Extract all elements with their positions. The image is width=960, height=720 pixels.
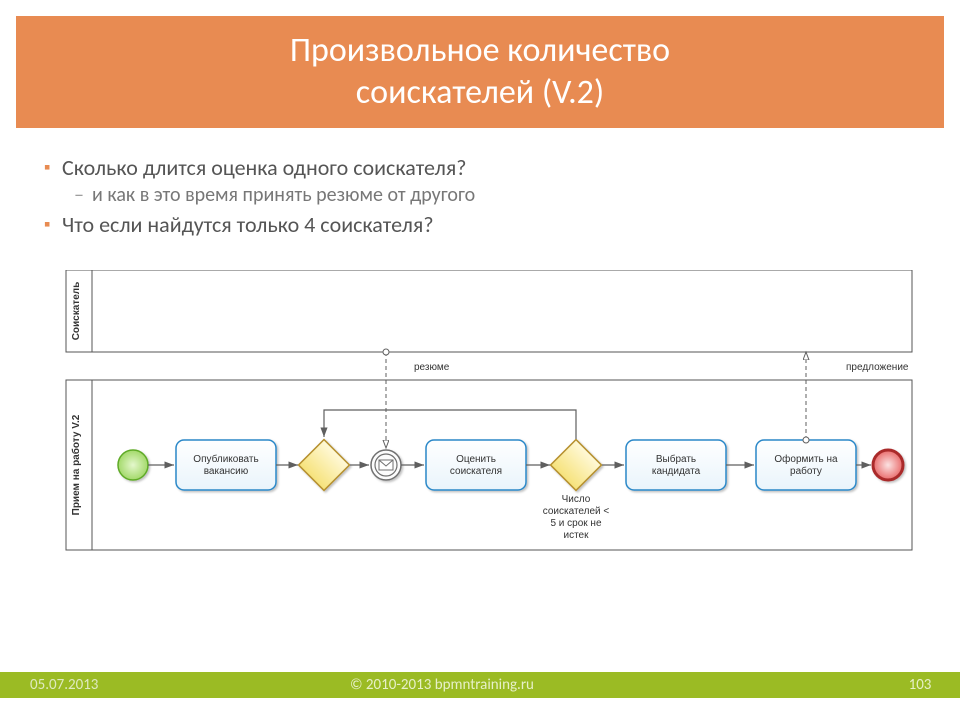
gw-text-l4: истек [564, 530, 590, 541]
gw-text-l1: Число [562, 494, 591, 505]
svg-text:вакансию: вакансию [204, 466, 249, 477]
message-event-resume [371, 450, 401, 480]
body-text: Сколько длится оценка одного соискателя?… [44, 150, 916, 240]
task-evaluate-applicant: Оценить соискателя [426, 440, 526, 490]
gw-text-l3: 5 и срок не [550, 518, 602, 529]
bullet-1: Сколько длится оценка одного соискателя? [44, 154, 916, 181]
msg-label-offer: предложение [846, 362, 909, 373]
task-make-offer: Оформить на работу [756, 440, 856, 490]
task-publish-vacancy: Опубликовать вакансию [176, 440, 276, 490]
title-line2: соискателей (V.2) [356, 72, 604, 115]
lane2-label: Прием на работу V.2 [70, 414, 82, 515]
lane1-label: Соискатель [71, 282, 82, 341]
bullet-2: Что если найдутся только 4 соискателя? [44, 211, 916, 238]
pool-applicant: Соискатель [66, 270, 912, 352]
svg-text:соискателя: соискателя [450, 466, 502, 477]
svg-text:работу: работу [790, 465, 822, 477]
svg-text:Оформить на: Оформить на [774, 453, 838, 465]
title-line1: Произвольное количество [290, 30, 670, 73]
svg-text:кандидата: кандидата [652, 466, 701, 477]
svg-text:Выбрать: Выбрать [656, 453, 696, 465]
svg-text:Опубликовать: Опубликовать [193, 453, 258, 465]
footer-date: 05.07.2013 [0, 676, 330, 694]
bpmn-diagram: Соискатель Прием на работу V.2 Опубликов… [16, 270, 924, 590]
footer-copyright: © 2010-2013 bpmntraining.ru [330, 676, 880, 694]
gw-text-l2: соискателей < [543, 506, 610, 517]
task-select-candidate: Выбрать кандидата [626, 440, 726, 490]
title-band: Произвольное количество соискателей (V.2… [16, 16, 944, 128]
footer-page: 103 [880, 676, 960, 694]
slide: Произвольное количество соискателей (V.2… [0, 0, 960, 720]
footer: 05.07.2013 © 2010-2013 bpmntraining.ru 1… [0, 672, 960, 698]
svg-text:Оценить: Оценить [456, 454, 496, 465]
end-event [873, 450, 903, 480]
bullet-1-sub: и как в это время принять резюме от друг… [44, 183, 916, 207]
msg-label-resume: резюме [414, 362, 450, 373]
start-event [118, 450, 148, 480]
